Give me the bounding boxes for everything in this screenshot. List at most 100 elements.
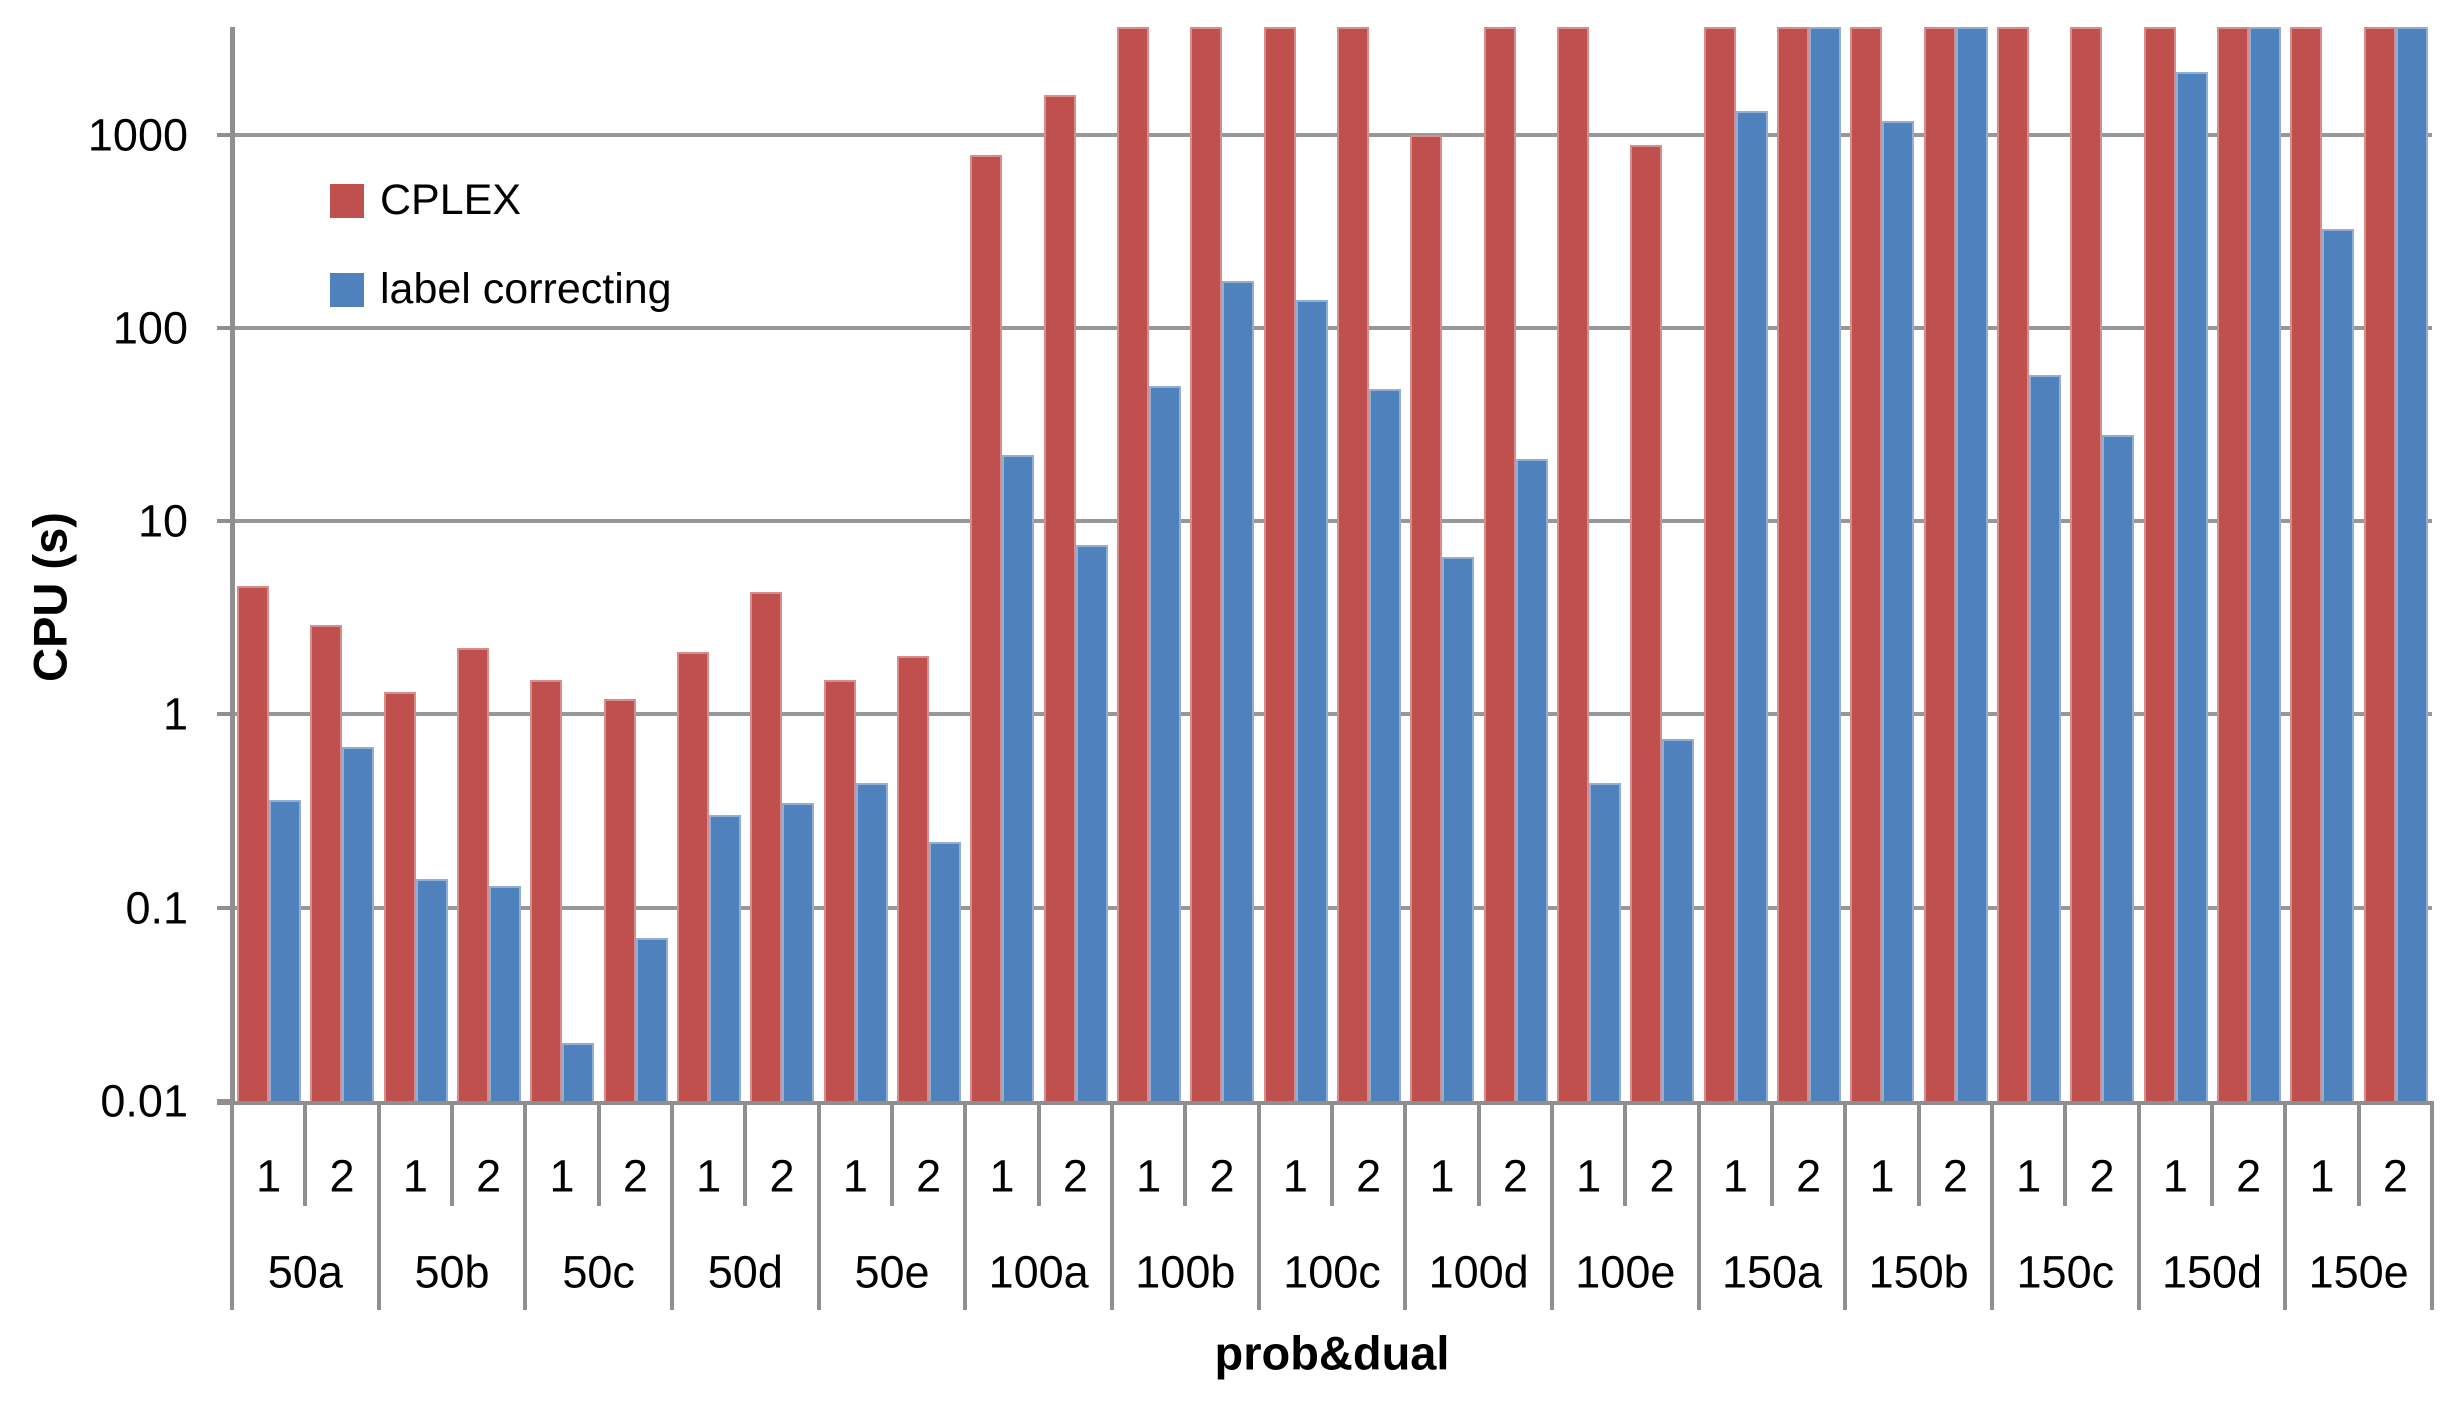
- bar-cplex: [310, 625, 343, 1101]
- bar-label-correcting: [1002, 454, 1035, 1101]
- x-sub-tick: [450, 1101, 454, 1206]
- bar-cplex: [1630, 145, 1663, 1101]
- bar-cplex: [237, 586, 269, 1101]
- bar-cplex: [1410, 134, 1443, 1101]
- x-sub-label: 2: [1649, 1150, 1675, 1202]
- x-sub-label: 1: [2016, 1150, 2042, 1202]
- y-tick: [217, 905, 232, 910]
- x-axis-line: [217, 1101, 2432, 1105]
- y-gridline: [232, 905, 2432, 910]
- x-sub-label: 1: [2162, 1150, 2188, 1202]
- x-sub-label: 1: [549, 1150, 575, 1202]
- x-group-label: 100b: [1135, 1246, 1236, 1298]
- bar-label-correcting: [269, 800, 301, 1101]
- x-sub-tick: [2063, 1101, 2068, 1206]
- y-tick-label: 100: [112, 302, 188, 354]
- x-sub-label: 2: [1502, 1150, 1528, 1202]
- x-sub-label: 1: [1136, 1150, 1162, 1202]
- x-group-label: 100e: [1575, 1246, 1676, 1298]
- x-group-tick: [2283, 1101, 2288, 1310]
- bar-label-correcting: [709, 815, 741, 1101]
- x-group-label: 50b: [414, 1246, 490, 1298]
- legend-label: CPLEX: [380, 176, 522, 224]
- bar-cplex: [2217, 27, 2249, 1101]
- x-group-label: 50e: [854, 1246, 930, 1298]
- x-sub-label: 1: [256, 1150, 282, 1202]
- x-sub-tick: [890, 1101, 894, 1206]
- x-sub-tick: [1623, 1101, 1628, 1206]
- bar-label-correcting: [562, 1042, 595, 1101]
- x-group-label: 150c: [2016, 1246, 2115, 1298]
- bar-label-correcting: [635, 937, 668, 1101]
- bar-label-correcting: [1735, 110, 1768, 1101]
- bar-label-correcting: [2249, 27, 2281, 1101]
- bar-cplex: [677, 652, 709, 1101]
- x-group-tick: [816, 1101, 821, 1310]
- x-sub-label: 2: [2236, 1150, 2262, 1202]
- bar-label-correcting: [2395, 27, 2428, 1101]
- x-sub-label: 2: [1209, 1150, 1235, 1202]
- x-group-tick: [1696, 1101, 1701, 1310]
- x-group-tick: [1403, 1101, 1408, 1310]
- y-tick-label: 10: [137, 495, 188, 547]
- x-group-label: 100c: [1283, 1246, 1381, 1298]
- x-sub-label: 2: [476, 1150, 502, 1202]
- bar-cplex: [1850, 27, 1883, 1101]
- bar-label-correcting: [2029, 375, 2061, 1101]
- x-sub-tick: [743, 1101, 748, 1206]
- x-sub-label: 2: [622, 1150, 648, 1202]
- x-sub-label: 1: [2309, 1150, 2335, 1202]
- x-sub-label: 1: [1722, 1150, 1748, 1202]
- x-sub-tick: [2356, 1101, 2361, 1206]
- x-sub-label: 1: [1282, 1150, 1308, 1202]
- bar-cplex: [1337, 27, 1369, 1101]
- bar-label-correcting: [1149, 386, 1181, 1101]
- x-group-tick: [376, 1101, 381, 1310]
- x-group-label: 150d: [2161, 1246, 2263, 1298]
- y-tick: [217, 325, 232, 330]
- bar-cplex: [1703, 27, 1736, 1101]
- bar-label-correcting: [1882, 121, 1915, 1101]
- bar-label-correcting: [1955, 27, 1988, 1101]
- bar-cplex: [1117, 27, 1149, 1101]
- bar-cplex: [2363, 27, 2396, 1101]
- x-sub-label: 1: [1429, 1150, 1455, 1202]
- bar-cplex: [1190, 27, 1223, 1101]
- x-sub-tick: [2210, 1101, 2214, 1206]
- bar-cplex: [1923, 27, 1956, 1101]
- x-sub-label: 1: [842, 1150, 868, 1202]
- bar-cplex: [1043, 95, 1076, 1101]
- bar-label-correcting: [1295, 299, 1328, 1101]
- x-sub-label: 2: [916, 1150, 942, 1202]
- y-gridline: [232, 325, 2432, 330]
- legend-label: label correcting: [380, 265, 672, 313]
- bar-cplex: [750, 591, 783, 1101]
- bar-label-correcting: [2322, 228, 2355, 1101]
- x-group-tick: [1843, 1101, 1848, 1310]
- x-sub-tick: [1770, 1101, 1774, 1206]
- bar-cplex: [1997, 27, 2029, 1101]
- bar-cplex: [823, 680, 856, 1101]
- y-tick: [217, 519, 232, 524]
- x-sub-tick: [303, 1101, 308, 1206]
- bar-cplex: [970, 155, 1003, 1101]
- legend-swatch-cplex: [330, 183, 364, 218]
- x-group-tick: [963, 1101, 968, 1310]
- bar-cplex: [383, 692, 416, 1101]
- y-tick-label: 0.1: [125, 882, 188, 934]
- x-sub-tick: [1036, 1101, 1041, 1206]
- x-sub-label: 1: [696, 1150, 722, 1202]
- bar-label-correcting: [855, 783, 888, 1101]
- x-group-label: 150a: [1721, 1246, 1823, 1298]
- x-group-label: 50d: [707, 1246, 783, 1298]
- y-tick: [217, 132, 232, 137]
- x-sub-label: 2: [1942, 1150, 1968, 1202]
- x-group-label: 100a: [988, 1246, 1089, 1298]
- x-sub-label: 1: [1869, 1150, 1895, 1202]
- bar-cplex: [1777, 27, 1809, 1101]
- bar-cplex: [1483, 27, 1516, 1101]
- x-sub-label: 2: [329, 1150, 355, 1202]
- x-sub-label: 2: [1062, 1150, 1088, 1202]
- bar-cplex: [1557, 27, 1589, 1101]
